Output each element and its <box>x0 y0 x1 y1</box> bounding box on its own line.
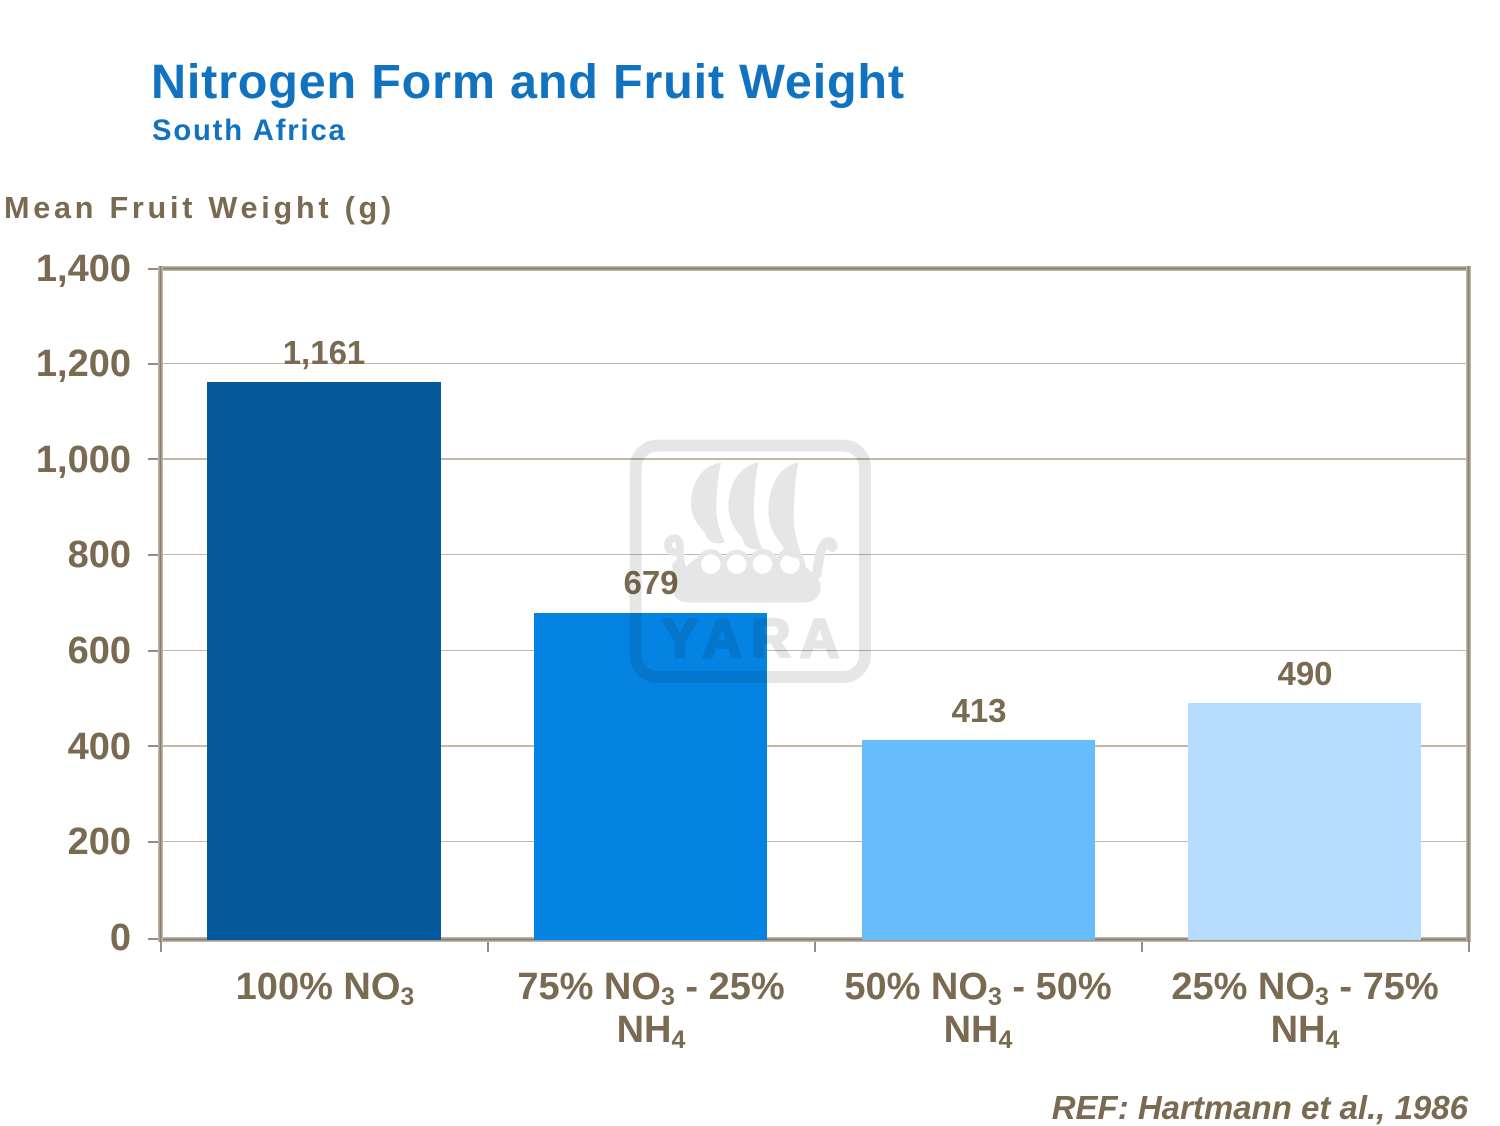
svg-text:YARA: YARA <box>662 607 849 669</box>
